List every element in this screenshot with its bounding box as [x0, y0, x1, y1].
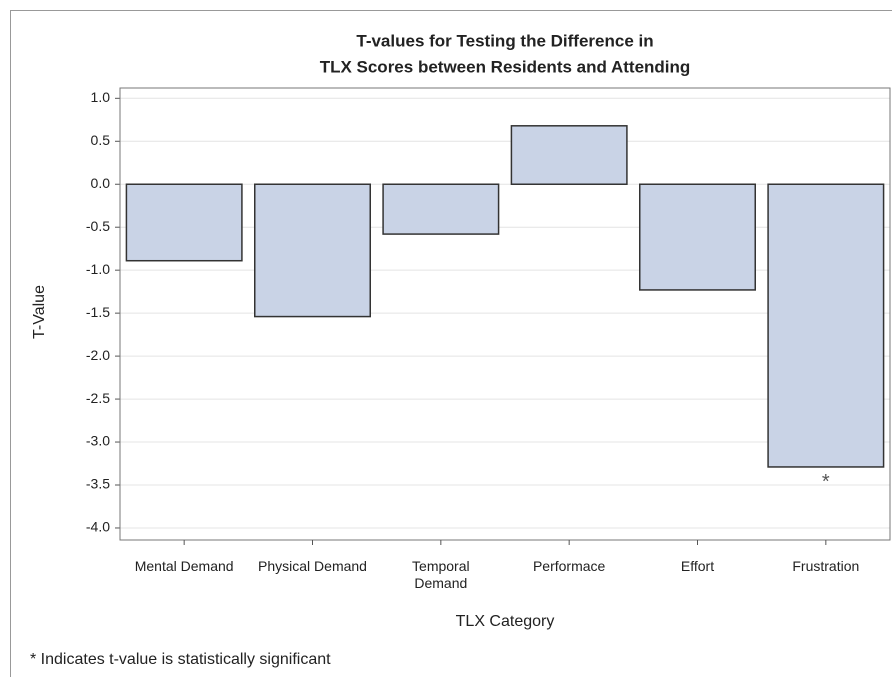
y-tick-label: 1.0	[91, 89, 111, 105]
bar	[510, 125, 628, 185]
y-tick-label: -1.0	[86, 261, 110, 277]
y-tick-label: -3.0	[86, 433, 110, 449]
footnote: * Indicates t-value is statistically sig…	[30, 651, 331, 668]
y-tick-label: -0.5	[86, 218, 110, 234]
chart-title: T-values for Testing the Difference in	[356, 31, 653, 50]
plot-frame	[119, 87, 891, 541]
x-tick-label: Mental Demand	[134, 558, 234, 574]
annotation: *	[822, 471, 830, 493]
x-tick-label: Frustration	[792, 558, 860, 574]
bar	[254, 183, 371, 318]
x-tick-label: Physical Demand	[258, 558, 367, 574]
y-tick-label: -3.5	[86, 476, 110, 492]
bar	[639, 183, 756, 291]
y-tick-label: -4.0	[86, 519, 110, 535]
chart-title: TLX Scores between Residents and Attendi…	[320, 57, 691, 76]
bar	[125, 183, 243, 262]
y-tick-label: -2.5	[86, 390, 110, 406]
y-tick-label: -1.5	[86, 304, 110, 320]
y-tick-label: -2.0	[86, 347, 110, 363]
bar	[382, 183, 500, 235]
bar	[767, 183, 885, 468]
x-tick-label: Effort	[680, 558, 715, 574]
x-tick-label: Performace	[532, 558, 606, 574]
x-tick-label: Temporal Demand	[412, 558, 470, 591]
x-axis-label: TLX Category	[456, 613, 555, 630]
y-axis-label: T-Value	[31, 285, 48, 339]
y-tick-label: 0.5	[91, 132, 111, 148]
frame	[10, 10, 892, 677]
y-tick-label: 0.0	[91, 175, 111, 191]
